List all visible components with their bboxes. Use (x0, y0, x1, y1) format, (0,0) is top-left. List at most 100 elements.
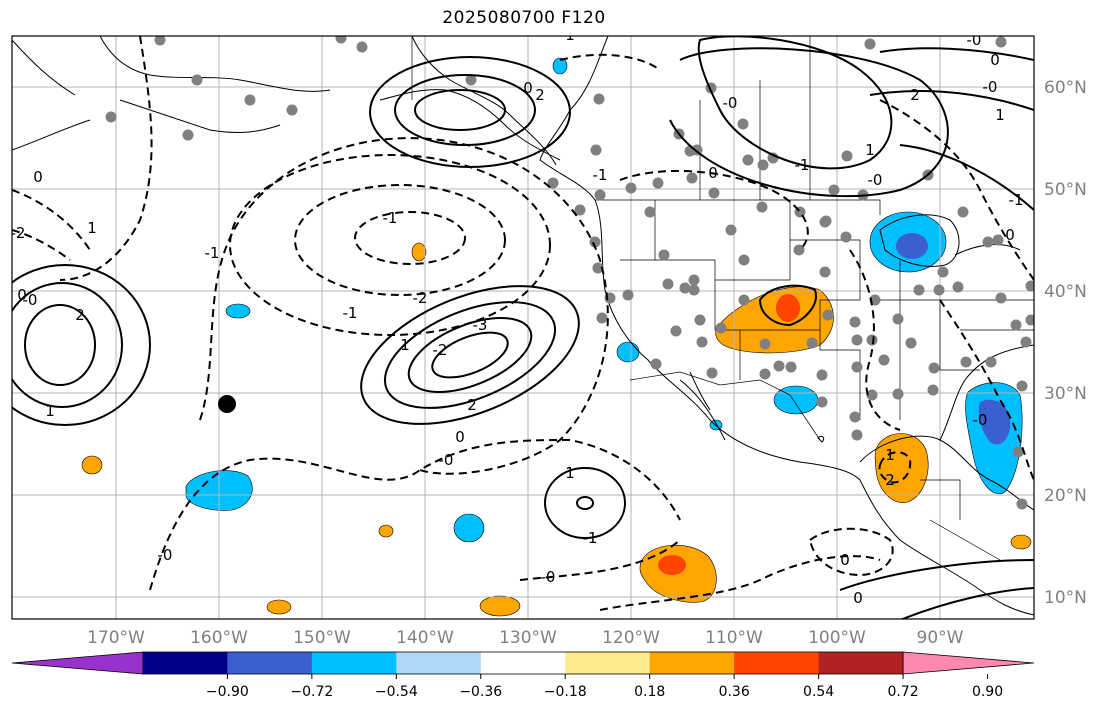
longitude-label: 130°W (499, 628, 557, 648)
station-dot (574, 204, 586, 216)
contour-value-label: -0 (973, 411, 988, 429)
station-dot (819, 266, 831, 278)
contour-value-label: 1 (995, 106, 1005, 124)
contour-value-label: 1 (565, 26, 575, 44)
positive-anomaly-patch (266, 599, 292, 615)
station-dot (756, 201, 768, 213)
colorbar-tick-label: −0.90 (206, 684, 249, 700)
station-dot (995, 36, 1007, 48)
contour-value-label: 2 (885, 471, 895, 489)
station-dot (590, 144, 602, 156)
colorbar-tick-label: 0.54 (803, 684, 834, 700)
contour-value-label: 2 (910, 86, 920, 104)
colorbar-segment (311, 652, 397, 674)
station-dot (1025, 280, 1034, 292)
colorbar-segment (734, 652, 820, 674)
colorbar-tick-label: 0.18 (634, 684, 665, 700)
contour-value-label: 1 (565, 464, 575, 482)
station-dot (878, 354, 890, 366)
negative-anomaly-patch (616, 341, 640, 363)
station-dot (547, 177, 559, 189)
contour-value-label: 0 (523, 79, 533, 97)
longitude-label: 140°W (396, 628, 454, 648)
station-dot (696, 336, 708, 348)
station-dot (694, 314, 706, 326)
station-dot (819, 216, 831, 228)
station-dot (286, 104, 298, 116)
colorbar-segment (480, 652, 566, 674)
station-dot (725, 224, 737, 236)
colorbar-segment (649, 652, 735, 674)
colorbar: −0.90 −0.72 −0.54 −0.36 −0.18 0.18 0.36 0.54 0.7… (11, 651, 1035, 700)
map-frame (11, 35, 1035, 620)
contour-value-label: 2 (535, 86, 545, 104)
contour-value-label: -1 (1009, 191, 1024, 209)
colorbar-tick-label: 0.72 (887, 684, 918, 700)
contour-value-label: 0 (33, 168, 43, 186)
contour-value-label: 0 (990, 51, 1000, 69)
station-dot (952, 281, 964, 293)
station-dot (592, 262, 604, 274)
latitude-label: 10°N (1044, 588, 1087, 608)
colorbar-segment (565, 652, 651, 674)
contour-value-label: 0 (853, 589, 863, 607)
station-dot (992, 234, 1004, 246)
latitude-label: 20°N (1044, 486, 1087, 506)
contour-value-label: -2 (11, 224, 26, 242)
negative-anomaly-patch (453, 513, 485, 543)
map-title: 2025080700 F120 (442, 8, 606, 28)
station-dot (182, 129, 194, 141)
longitude-label: 160°W (190, 628, 248, 648)
latitude-labels: 60°N 50°N 40°N 30°N 20°N 10°N (1044, 78, 1087, 608)
contour-value-label: 1 (45, 402, 55, 420)
longitude-labels: 170°W 160°W 150°W 140°W 130°W 120°W 110°W 100°W… (87, 628, 964, 648)
station-dot (652, 177, 664, 189)
station-dot (982, 236, 994, 248)
station-dot (738, 294, 750, 306)
longitude-label: 170°W (87, 628, 145, 648)
station-dot (892, 313, 904, 325)
colorbar-tick-label: 0.36 (719, 684, 750, 700)
colorbar-extend-high (902, 651, 1035, 675)
station-dot (708, 187, 720, 199)
station-markers (105, 36, 1034, 510)
station-dot (985, 356, 997, 368)
station-dot (995, 292, 1007, 304)
contour-value-label: -0 (158, 546, 173, 564)
station-dot (759, 368, 771, 380)
colorbar-segment (227, 652, 313, 674)
positive-anomaly-patch (411, 242, 427, 262)
station-dot (816, 369, 828, 381)
colorbar-tick-label: −0.54 (375, 684, 418, 700)
station-dot (644, 206, 656, 218)
station-dot (840, 231, 852, 243)
contour-value-label: 1 (87, 219, 97, 237)
colorbar-tick-label: −0.72 (290, 684, 333, 700)
longitude-label: 120°W (602, 628, 660, 648)
latitude-label: 40°N (1044, 282, 1087, 302)
contour-value-label: 0 (17, 286, 27, 304)
station-dot (737, 118, 749, 130)
latitude-label: 50°N (1044, 180, 1087, 200)
station-dot (957, 206, 969, 218)
station-dot (688, 284, 700, 296)
positive-anomaly-patch (378, 524, 394, 538)
station-dot (679, 282, 691, 294)
contour-value-label: 0 (455, 428, 465, 446)
colorbar-outline (142, 651, 904, 675)
station-dot (866, 334, 878, 346)
colorbar-tick-label: −0.18 (544, 684, 587, 700)
station-dot (625, 182, 637, 194)
contour-value-label: -1 (383, 209, 398, 227)
station-dot (465, 74, 477, 86)
contour-value-label: -0 (983, 78, 998, 96)
strong-negative-anomaly-patch (896, 233, 928, 259)
contour-value-label: -2 (433, 341, 448, 359)
station-dot (851, 334, 863, 346)
colorbar-segment (396, 652, 482, 674)
negative-anomaly-patch (552, 57, 568, 75)
contour-value-label: -1 (343, 304, 358, 322)
